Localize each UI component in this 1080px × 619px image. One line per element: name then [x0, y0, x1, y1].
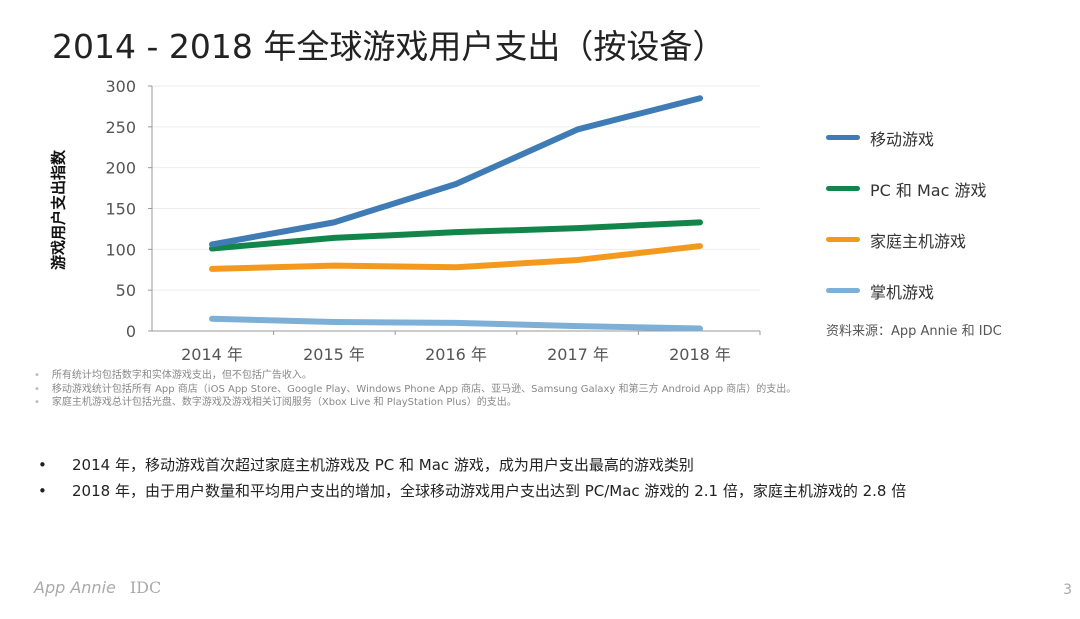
- source-note: 资料来源：App Annie 和 IDC: [826, 324, 1002, 339]
- legend-swatch: [826, 288, 860, 293]
- x-tick-label: 2018 年: [669, 345, 731, 364]
- legend-swatch: [826, 237, 860, 242]
- y-tick-label: 100: [105, 240, 136, 259]
- legend-label: 掌机游戏: [870, 282, 935, 302]
- legend-label: 家庭主机游戏: [870, 231, 967, 251]
- y-tick-label: 200: [105, 159, 136, 178]
- series-line: [209, 243, 703, 272]
- series-line: [209, 315, 703, 332]
- slide-title: 2014 - 2018 年全球游戏用户支出（按设备）: [52, 27, 726, 66]
- x-tick-label: 2017 年: [547, 345, 609, 364]
- y-axis-label: 游戏用户支出指数: [49, 149, 68, 271]
- bullet-item: 2018 年，由于用户数量和平均用户支出的增加，全球移动游戏用户支出达到 PC/…: [72, 482, 907, 500]
- legend-item: PC 和 Mac 游戏: [826, 163, 987, 214]
- logos: App Annie IDC: [34, 578, 161, 597]
- x-tick-label: 2016 年: [425, 345, 487, 364]
- legend: 移动游戏 PC 和 Mac 游戏 家庭主机游戏 掌机游戏: [826, 112, 987, 316]
- y-tick-label: 150: [105, 200, 136, 219]
- y-tick-label: 300: [105, 77, 136, 96]
- legend-item: 掌机游戏: [826, 265, 987, 316]
- legend-item: 家庭主机游戏: [826, 214, 987, 265]
- legend-item: 移动游戏: [826, 112, 987, 163]
- bullet-list: • 2014 年，移动游戏首次超过家庭主机游戏及 PC 和 Mac 游戏，成为用户…: [38, 452, 1048, 504]
- legend-swatch: [826, 186, 860, 191]
- legend-label: PC 和 Mac 游戏: [870, 180, 987, 200]
- line-chart: 0 50 100 150 200 250 300 2014 年 2015 年 2016 年 2017…: [105, 77, 761, 364]
- footnotes: 所有统计均包括数字和实体游戏支出，但不包括广告收入。 移动游戏统计包括所有 Ap…: [34, 369, 796, 410]
- x-tick-label: 2015 年: [303, 345, 365, 364]
- series-line: [209, 219, 703, 252]
- idc-logo: IDC: [129, 578, 162, 597]
- series-line: [209, 95, 703, 248]
- x-tick-label: 2014 年: [181, 345, 243, 364]
- bullet-item: 2014 年，移动游戏首次超过家庭主机游戏及 PC 和 Mac 游戏，成为用户支…: [72, 456, 694, 474]
- y-tick-label: 250: [105, 118, 136, 137]
- footnote: 家庭主机游戏总计包括光盘、数字游戏及游戏相关订阅服务（Xbox Live 和 P…: [34, 396, 796, 410]
- footnote: 所有统计均包括数字和实体游戏支出，但不包括广告收入。: [34, 369, 796, 383]
- page-number: 3: [1063, 582, 1072, 598]
- footnote: 移动游戏统计包括所有 App 商店（iOS App Store、Google P…: [34, 383, 796, 397]
- legend-swatch: [826, 135, 860, 140]
- y-tick-label: 0: [126, 322, 136, 341]
- legend-label: 移动游戏: [870, 129, 935, 149]
- y-tick-label: 50: [116, 281, 136, 300]
- app-annie-logo: App Annie: [34, 578, 116, 597]
